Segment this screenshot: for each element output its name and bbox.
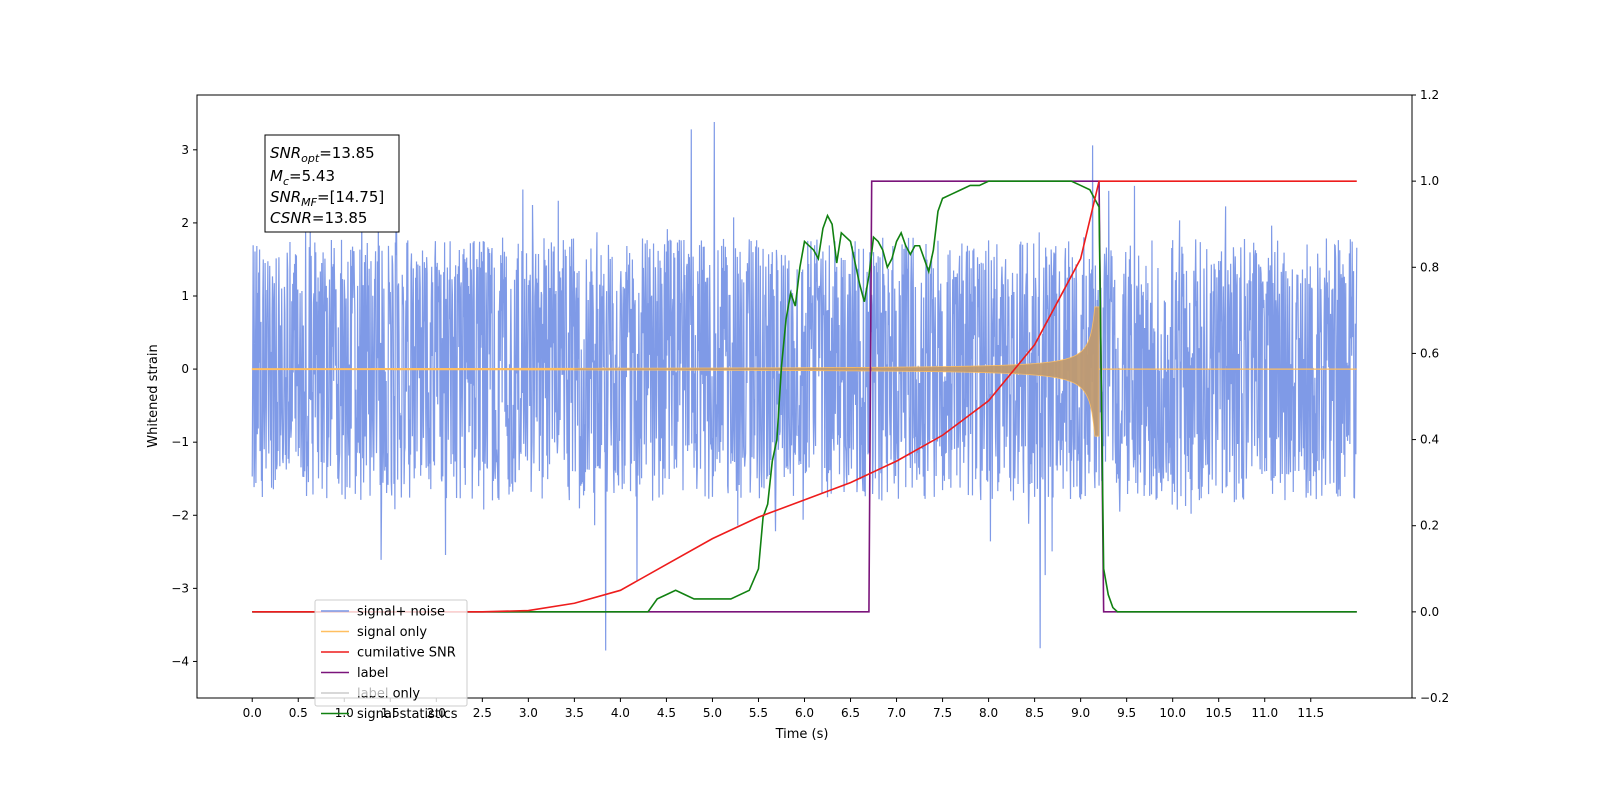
series-cumulative-snr xyxy=(252,180,1357,613)
legend-label: label xyxy=(357,666,388,681)
snr-opt-label: SNR xyxy=(270,144,301,162)
x-tick-label: 0.0 xyxy=(243,706,262,720)
annotation-mc: Mc=5.43 xyxy=(270,167,335,188)
series-signal-noise xyxy=(251,122,1358,651)
legend-label: cumilative SNR xyxy=(357,646,456,661)
snr-opt-subscript: opt xyxy=(301,152,320,165)
y-axis-label: Whitened strain xyxy=(146,344,161,447)
x-tick-label: 5.0 xyxy=(703,706,722,720)
x-tick-label: 0.5 xyxy=(289,706,308,720)
y-right-tick-label: −0.2 xyxy=(1420,691,1449,705)
series-signal-statistics xyxy=(252,180,1357,613)
y-left-tick-label: 1 xyxy=(181,289,189,303)
legend-entry: label xyxy=(321,666,388,681)
y-right-tick-label: 0.4 xyxy=(1420,433,1439,447)
y-right-tick-label: 0.2 xyxy=(1420,519,1439,533)
snr-mf-subscript: MF xyxy=(301,196,317,209)
annotation-snr-mf: SNRMF=[14.75] xyxy=(270,188,384,209)
x-tick-label: 2.0 xyxy=(427,706,446,720)
y-left-tick-label: −3 xyxy=(171,581,189,595)
csnr-value: =13.85 xyxy=(312,209,368,227)
snr-opt-value: =13.85 xyxy=(319,144,375,162)
legend-entry: cumilative SNR xyxy=(321,646,456,661)
x-tick-label: 11.0 xyxy=(1251,706,1278,720)
x-tick-label: 3.0 xyxy=(519,706,538,720)
y-right-tick-label: 1.0 xyxy=(1420,174,1439,188)
annotation-frame xyxy=(264,134,400,233)
x-tick-label: 4.5 xyxy=(657,706,676,720)
legend-frame xyxy=(314,599,468,707)
x-tick-label: 11.5 xyxy=(1297,706,1324,720)
annotation-snr-opt: SNRopt=13.85 xyxy=(270,144,375,165)
y-right-tick-label: 0.6 xyxy=(1420,346,1439,360)
x-tick-label: 7.5 xyxy=(933,706,952,720)
y-right-tick-label: 0.8 xyxy=(1420,260,1439,274)
annotation-box: SNRopt=13.85 Mc=5.43 SNRMF=[14.75] CSNR=… xyxy=(264,134,400,233)
y-left-tick-label: −4 xyxy=(171,654,189,668)
legend-label: signal+ noise xyxy=(357,605,445,620)
x-tick-label: 8.0 xyxy=(979,706,998,720)
x-tick-label: 9.0 xyxy=(1071,706,1090,720)
series-layer xyxy=(251,122,1358,651)
x-tick-label: 7.0 xyxy=(887,706,906,720)
y-left-tick-label: −2 xyxy=(171,508,189,522)
x-tick-label: 8.5 xyxy=(1025,706,1044,720)
x-tick-label: 4.0 xyxy=(611,706,630,720)
x-tick-label: 1.5 xyxy=(381,706,400,720)
mc-value: =5.43 xyxy=(289,167,335,185)
legend: signal+ noise signal only cumilative SNR la… xyxy=(314,599,468,722)
snr-mf-label: SNR xyxy=(270,188,301,206)
mc-subscript: c xyxy=(283,175,289,188)
x-tick-label: 2.5 xyxy=(473,706,492,720)
y-left-tick-label: −1 xyxy=(171,435,189,449)
series-signal-only xyxy=(251,306,1100,437)
x-tick-label: 3.5 xyxy=(565,706,584,720)
legend-label: signal statistics xyxy=(357,707,458,722)
y-left-tick-label: 2 xyxy=(181,216,189,230)
x-tick-label: 6.0 xyxy=(795,706,814,720)
y-right-tick-label: 0.0 xyxy=(1420,605,1439,619)
csnr-label: CSNR xyxy=(270,209,312,227)
x-tick-label: 10.5 xyxy=(1205,706,1232,720)
x-tick-label: 6.5 xyxy=(841,706,860,720)
axes-layer: 0.0 0.5 1.0 1.5 2.0 2.5 3.0 3.5 4.0 4.5 5.0 5.5 6.0 6… xyxy=(171,88,1449,720)
snr-mf-value: =[14.75] xyxy=(317,188,384,206)
y-left-tick-label: 3 xyxy=(181,143,189,157)
annotation-csnr: CSNR=13.85 xyxy=(270,209,367,227)
y-left-tick-label: 0 xyxy=(181,362,189,376)
legend-entry: signal only xyxy=(321,625,427,640)
legend-entry: signal statistics xyxy=(321,707,458,722)
legend-overlap-mask xyxy=(355,685,390,696)
x-tick-label: 9.5 xyxy=(1117,706,1136,720)
x-axis-label: Time (s) xyxy=(775,727,829,742)
y-right-tick-label: 1.2 xyxy=(1420,88,1439,102)
legend-label: signal only xyxy=(357,625,427,640)
legend-entry: signal+ noise xyxy=(321,605,445,620)
x-tick-label: 5.5 xyxy=(749,706,768,720)
x-tick-label: 10.0 xyxy=(1159,706,1186,720)
mc-label: M xyxy=(270,167,283,185)
